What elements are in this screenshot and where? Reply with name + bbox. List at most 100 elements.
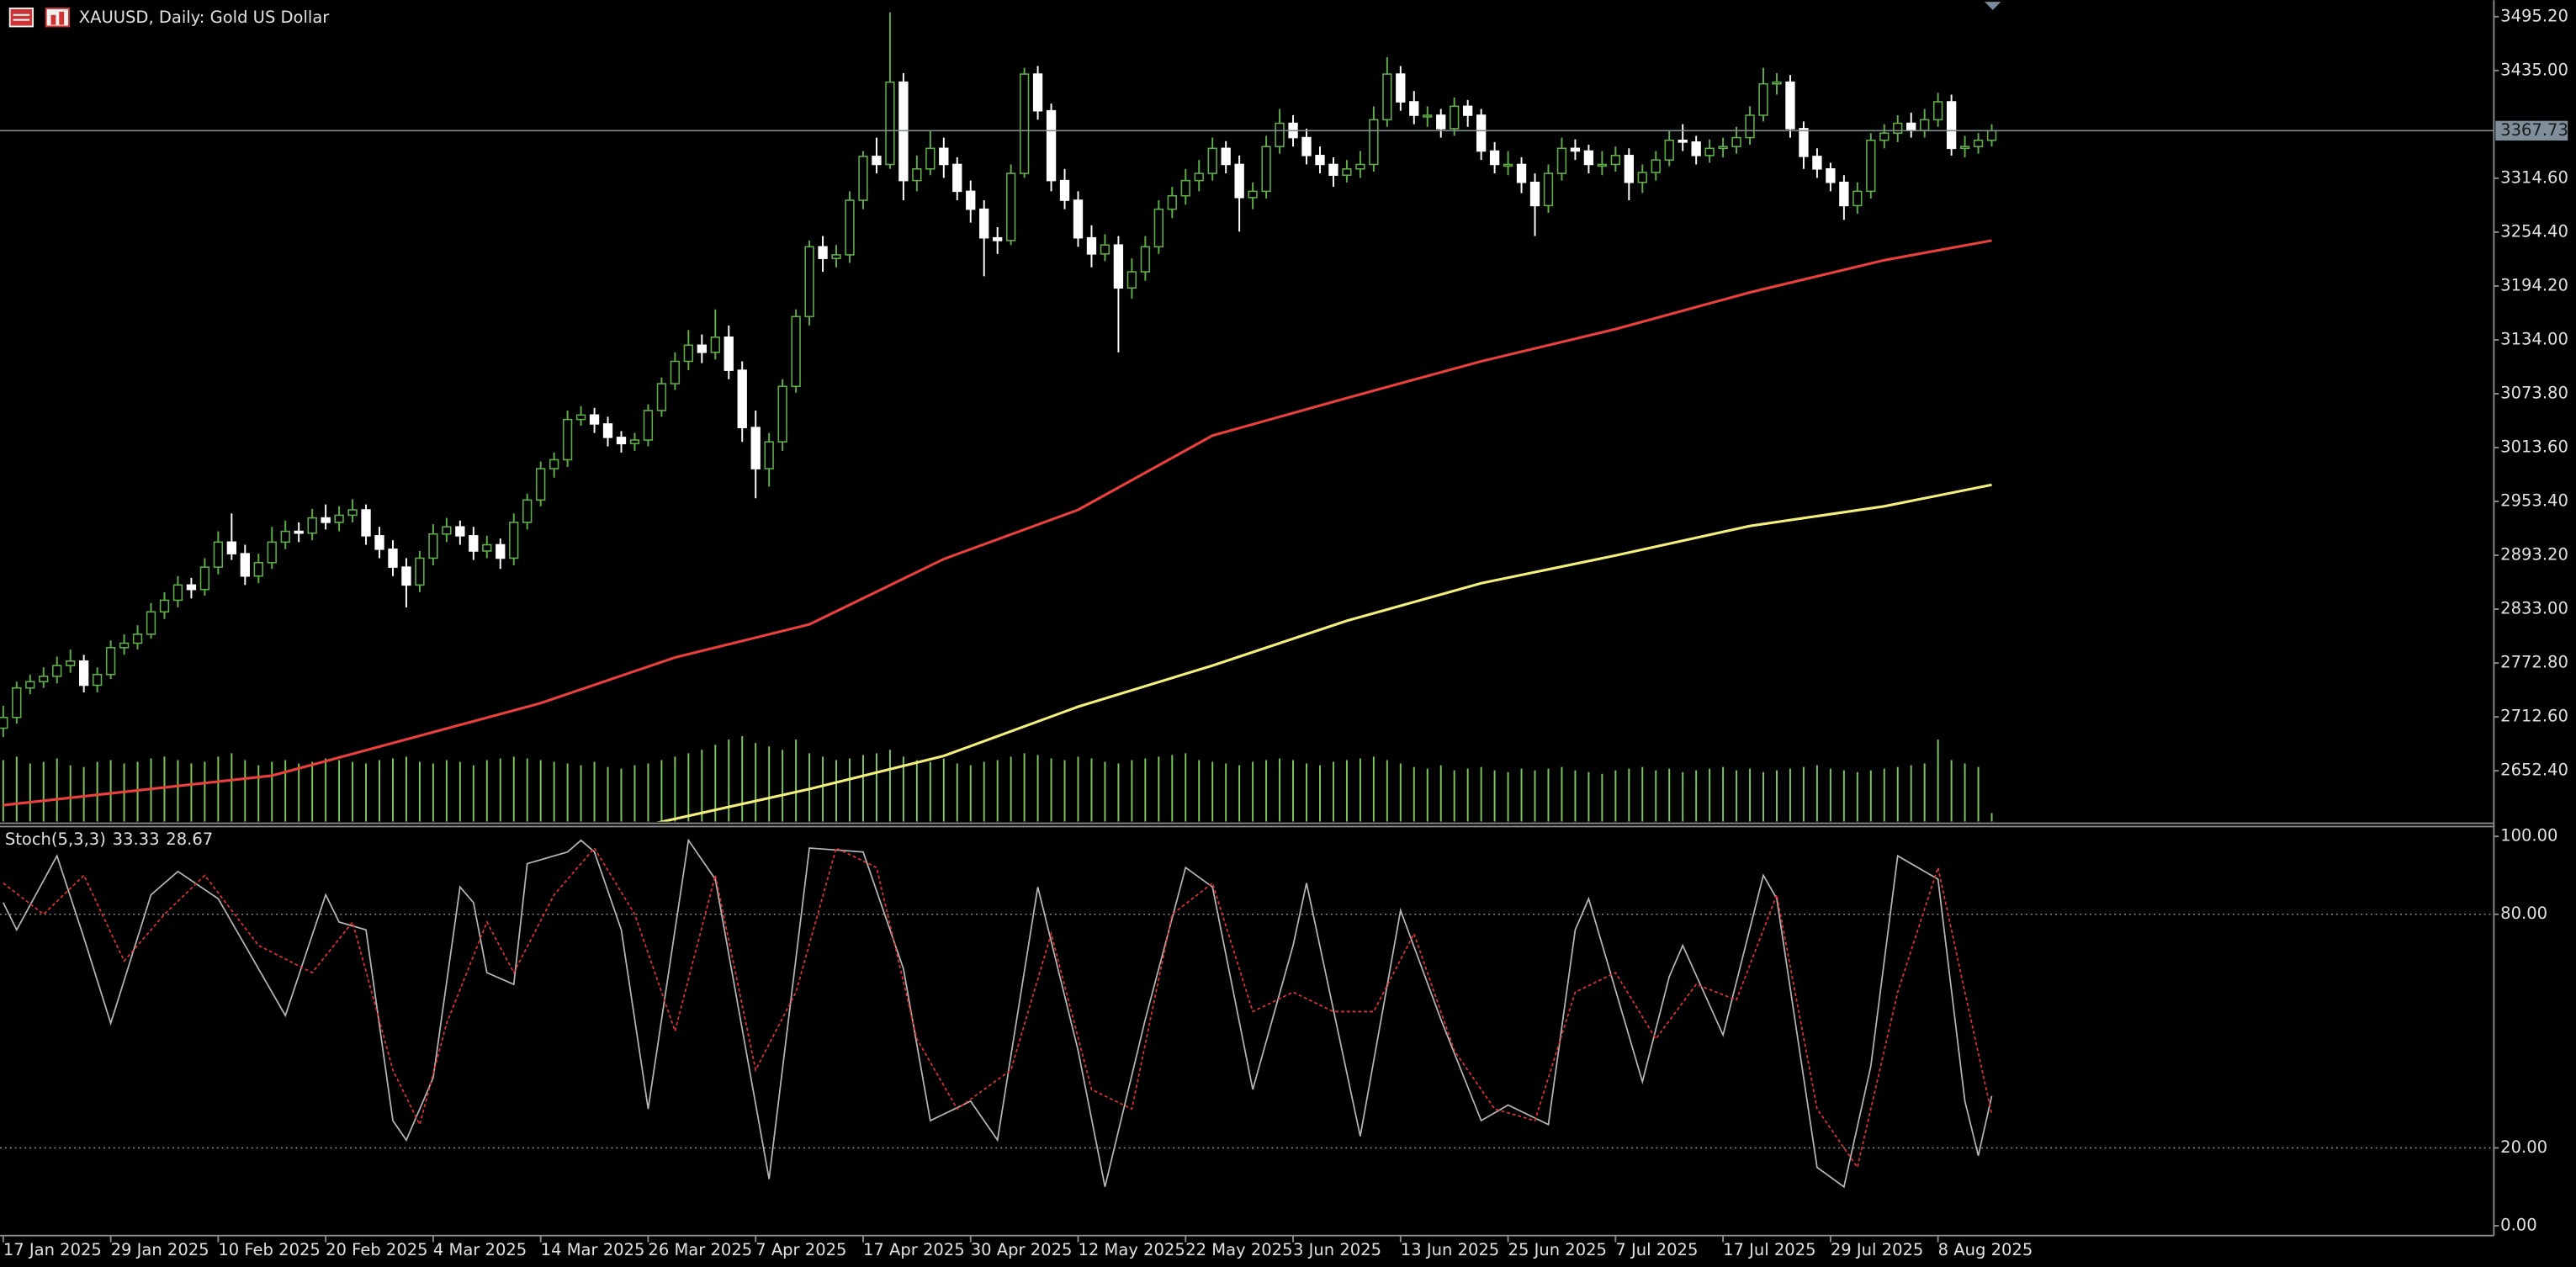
- candle-body: [1167, 194, 1177, 210]
- candle-body: [280, 530, 290, 543]
- candle-body: [1516, 163, 1527, 183]
- candle-body: [952, 163, 962, 193]
- candle-body: [1799, 128, 1809, 157]
- candle-body: [939, 147, 949, 166]
- candle-body: [562, 418, 573, 461]
- candle-body: [321, 517, 331, 523]
- candle-body: [656, 383, 667, 411]
- candle-body: [1409, 101, 1419, 116]
- candle-body: [1772, 81, 1782, 85]
- candle-body: [643, 410, 654, 441]
- candle-body: [804, 246, 814, 318]
- candle-body: [361, 509, 371, 537]
- candle-body: [1396, 73, 1406, 103]
- candle-body: [294, 530, 304, 534]
- x-tick-label: 29 Jul 2025: [1831, 1240, 1923, 1259]
- candle-body: [764, 441, 774, 469]
- x-tick-label: 17 Jan 2025: [3, 1240, 102, 1259]
- candle-body: [966, 190, 976, 210]
- candle-body: [1073, 199, 1084, 239]
- candle-body: [455, 526, 465, 537]
- x-tick-label: 17 Jul 2025: [1723, 1240, 1815, 1259]
- candle-body: [1328, 163, 1338, 177]
- candle-body: [1450, 105, 1460, 130]
- axes: 3495.20 3435.00 3314.60 3254.40 3194.20 3134.…: [2, 6, 2568, 1259]
- candle-body: [1583, 150, 1594, 166]
- candle-body: [0, 717, 8, 729]
- candle-body: [1503, 163, 1513, 167]
- candle-body: [1946, 101, 1957, 150]
- indicator-label-part: 28.67: [166, 830, 213, 849]
- candle-body: [1113, 244, 1124, 289]
- candle-body: [1718, 146, 1728, 150]
- candle-body: [1476, 114, 1487, 152]
- chart-title: XAUUSD, Daily: Gold US Dollar: [79, 8, 331, 27]
- x-tick-label: 4 Mar 2025: [433, 1240, 527, 1259]
- candle-body: [750, 427, 761, 469]
- candle-body: [777, 385, 787, 443]
- candle-body: [683, 344, 694, 363]
- x-tick-label: 25 Jun 2025: [1508, 1240, 1607, 1259]
- x-tick-label: 7 Jul 2025: [1615, 1240, 1698, 1259]
- candle-body: [1986, 130, 1997, 141]
- moving-average: [3, 239, 1992, 807]
- menu-icon[interactable]: [8, 7, 34, 28]
- candle-body: [1355, 163, 1365, 170]
- indicator-label-part: Stoch(5,3,3): [5, 830, 106, 849]
- candle-body: [1140, 246, 1151, 273]
- candle-body: [496, 543, 506, 559]
- x-tick-label: 26 Mar 2025: [648, 1240, 752, 1259]
- candle-body: [213, 541, 224, 568]
- candle-body: [1529, 181, 1540, 207]
- candle-body: [78, 660, 89, 687]
- y-tick-label: 20.00: [2500, 1137, 2547, 1157]
- candle-body: [1221, 147, 1231, 166]
- stoch-pane: [0, 838, 2494, 1189]
- candle-body: [415, 557, 425, 586]
- candle-body: [1745, 114, 1755, 139]
- y-tick-label: 100.00: [2500, 826, 2557, 846]
- candle-body: [1342, 168, 1352, 177]
- candle-body: [1610, 155, 1621, 166]
- candle-body: [616, 437, 627, 445]
- candle-body: [1261, 146, 1271, 193]
- candle-body: [159, 599, 170, 613]
- candle-body: [912, 168, 922, 182]
- y-tick-label: 2893.20: [2500, 545, 2568, 565]
- candle-body: [697, 344, 707, 353]
- bid-label-box: [2495, 120, 2568, 141]
- y-tick-label: 3073.80: [2500, 383, 2568, 402]
- chart-icon[interactable]: [45, 7, 70, 28]
- candle-body: [589, 414, 600, 425]
- candle-body: [66, 660, 76, 666]
- candle-body: [1879, 132, 1890, 141]
- candle-body: [105, 647, 116, 676]
- candle-body: [1731, 136, 1741, 147]
- candle-body: [1758, 82, 1768, 116]
- x-tick-label: 10 Feb 2025: [218, 1240, 320, 1259]
- y-tick-label: 3194.20: [2500, 275, 2568, 294]
- candle-body: [724, 336, 734, 371]
- stoch-line: [3, 846, 1993, 1169]
- y-tick-label: 2652.40: [2500, 761, 2568, 780]
- y-tick-label: 2772.80: [2500, 653, 2568, 672]
- candle-body: [1704, 147, 1715, 156]
- candle-body: [885, 81, 895, 166]
- candle-body: [925, 147, 936, 170]
- candle-body: [240, 553, 250, 577]
- candle-body: [1234, 163, 1244, 199]
- y-tick-label: 3495.20: [2500, 6, 2568, 25]
- x-tick-label: 30 Apr 2025: [971, 1240, 1073, 1259]
- candle-body: [1570, 147, 1581, 152]
- candle-body: [374, 535, 384, 550]
- shift-marker: [1984, 2, 2001, 10]
- candle-body: [1920, 119, 1930, 131]
- candle-body: [1691, 141, 1701, 156]
- candle-body: [979, 208, 989, 239]
- candle-body: [1032, 73, 1043, 112]
- candle-body: [92, 673, 103, 687]
- candle-body: [1153, 208, 1163, 248]
- candle-body: [199, 566, 210, 591]
- candle-body: [993, 236, 1003, 241]
